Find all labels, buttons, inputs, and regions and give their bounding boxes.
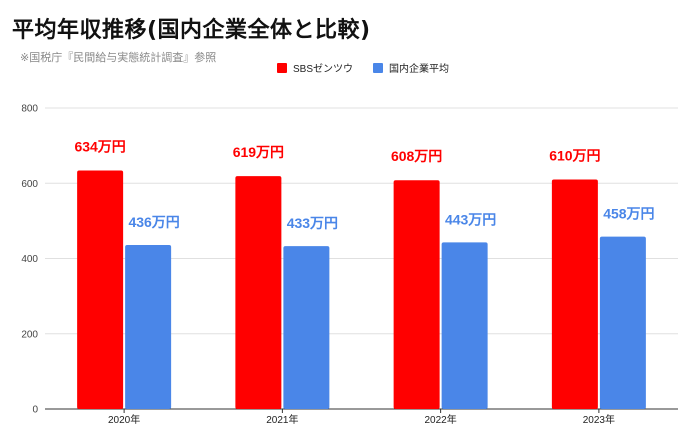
y-tick-label-200: 200	[21, 329, 38, 340]
data-label-1-2: 443万円	[445, 211, 496, 227]
legend-swatch-1	[373, 63, 383, 73]
bar-0-1	[235, 176, 282, 409]
x-tick-label-3: 2023年	[583, 413, 615, 426]
y-tick-label-0: 0	[32, 405, 38, 416]
y-tick-label-800: 800	[21, 104, 38, 115]
data-label-1-1: 433万円	[287, 215, 338, 231]
legend-swatch-0	[277, 63, 287, 73]
legend-label-1: 国内企業平均	[389, 62, 449, 75]
bar-1-3	[599, 236, 646, 409]
data-label-0-3: 610万円	[549, 147, 600, 163]
data-label-0-0: 634万円	[74, 138, 125, 154]
bar-1-1	[283, 246, 330, 409]
bar-1-2	[441, 242, 488, 409]
bar-1-0	[125, 244, 172, 409]
data-label-1-3: 458万円	[603, 206, 654, 222]
chart-title: 平均年収推移(国内企業全体と比較)	[12, 18, 371, 43]
x-tick-label-1: 2021年	[266, 413, 298, 426]
x-tick-label-2: 2022年	[425, 413, 457, 426]
bar-0-3	[551, 179, 598, 409]
data-label-1-0: 436万円	[128, 214, 179, 230]
x-tick-label-0: 2020年	[108, 413, 140, 426]
bar-0-0	[77, 170, 124, 409]
data-label-0-1: 619万円	[233, 144, 284, 160]
legend-label-0: SBSゼンツウ	[293, 63, 353, 75]
y-tick-label-400: 400	[21, 254, 38, 265]
bar-0-2	[393, 180, 440, 409]
chart-subtitle: ※国税庁『民間給与実態統計調査』参照	[20, 51, 217, 64]
data-label-0-2: 608万円	[391, 148, 442, 164]
y-tick-label-600: 600	[21, 179, 38, 190]
